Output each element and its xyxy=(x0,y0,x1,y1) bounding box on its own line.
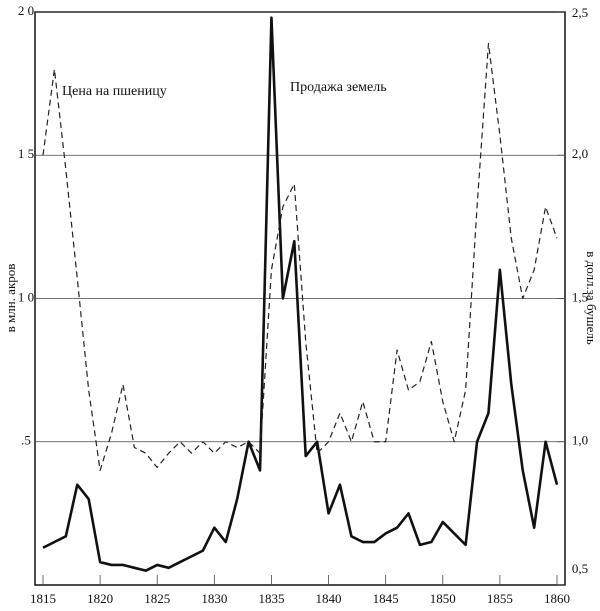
x-tick-label: 1820 xyxy=(87,591,113,606)
y-tick-label: 1 0 xyxy=(18,289,34,304)
y-tick-label: 1 5 xyxy=(18,146,34,161)
y-tick-label: .5 xyxy=(21,433,31,448)
y2-tick-label: 1,5 xyxy=(572,289,588,304)
series-line xyxy=(42,16,559,572)
x-tick-label: 1815 xyxy=(30,591,56,606)
y2-tick-label: 0,5 xyxy=(572,561,588,576)
x-tick-label: 1860 xyxy=(544,591,570,606)
x-tick-label: 1830 xyxy=(201,591,227,606)
y2-tick-label: 1,0 xyxy=(572,433,588,448)
series-label: Продажа земель xyxy=(290,80,387,95)
y2-axis-label: в долл.за бушель xyxy=(584,251,599,345)
series-line xyxy=(42,42,558,471)
x-tick-label: 1840 xyxy=(316,591,342,606)
x-tick-label: 1835 xyxy=(258,591,284,606)
series-label: Цена на пшеницу xyxy=(62,84,167,99)
x-tick-label: 1850 xyxy=(430,591,456,606)
x-tick-label: 1855 xyxy=(487,591,513,606)
y-axis-label: в млн. акров xyxy=(3,264,18,333)
x-tick-label: 1825 xyxy=(144,591,170,606)
y2-tick-label: 2,5 xyxy=(572,5,588,20)
y-tick-label: 2 0 xyxy=(18,3,34,18)
x-tick-label: 1845 xyxy=(373,591,399,606)
y2-tick-label: 2,0 xyxy=(572,146,588,161)
